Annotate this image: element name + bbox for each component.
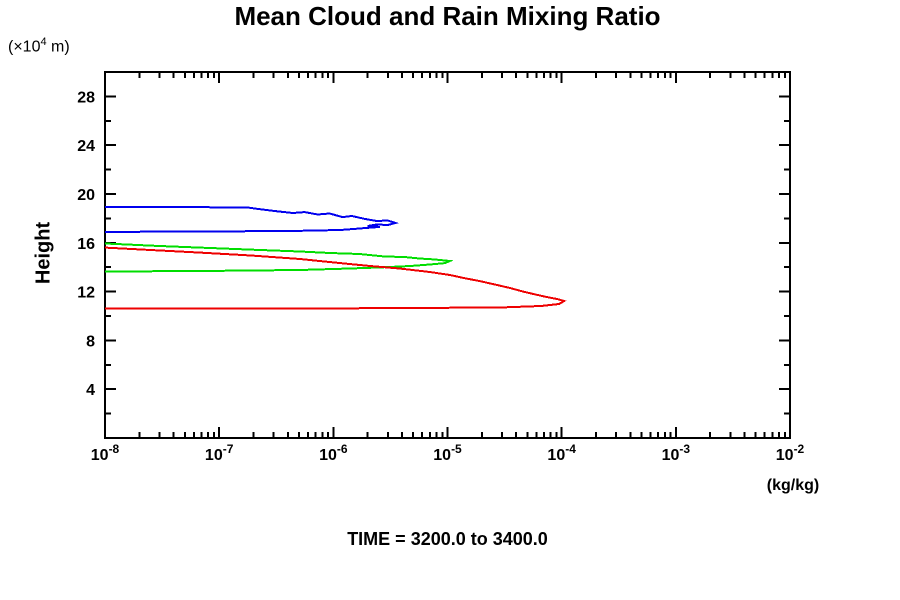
curve-green-profile <box>104 242 454 273</box>
y-tick-label: 8 <box>86 333 95 350</box>
y-tick-label: 4 <box>86 382 95 399</box>
y-axis-unit-pre: (×10 <box>8 38 41 56</box>
y-axis-unit-label: (×104 m) <box>8 36 70 56</box>
y-axis-unit-exponent: 4 <box>40 36 47 48</box>
x-tick-label: 10-4 <box>547 442 576 464</box>
x-axis-tick-labels: 10-8 10-7 10-6 10-5 10-4 10-3 10-2 <box>91 442 805 464</box>
x-tick-label: 10-8 <box>91 442 120 464</box>
curve-blue-profile <box>104 206 399 233</box>
x-tick-label: 10-7 <box>205 442 234 464</box>
x-tick-label: 10-5 <box>433 442 462 464</box>
y-tick-label: 16 <box>77 236 95 253</box>
y-tick-label: 12 <box>77 285 95 302</box>
x-axis-unit-label: (kg/kg) <box>766 477 820 494</box>
y-tick-label: 28 <box>77 89 95 106</box>
curve-red-profile <box>104 246 567 310</box>
x-tick-label: 10-6 <box>319 442 348 464</box>
y-tick-label: 24 <box>77 138 95 155</box>
x-tick-label: 10-3 <box>662 442 691 464</box>
y-axis-tick-labels: 4 8 12 16 20 24 28 <box>77 89 95 399</box>
time-caption: TIME = 3200.0 to 3400.0 <box>347 529 548 549</box>
y-axis-unit-post: m) <box>46 38 70 56</box>
x-tick-label: 10-2 <box>776 442 805 464</box>
plot-frame <box>104 71 791 439</box>
chart-title: Mean Cloud and Rain Mixing Ratio <box>234 1 661 31</box>
axis-ticks <box>104 71 791 438</box>
y-tick-label: 20 <box>77 187 95 204</box>
